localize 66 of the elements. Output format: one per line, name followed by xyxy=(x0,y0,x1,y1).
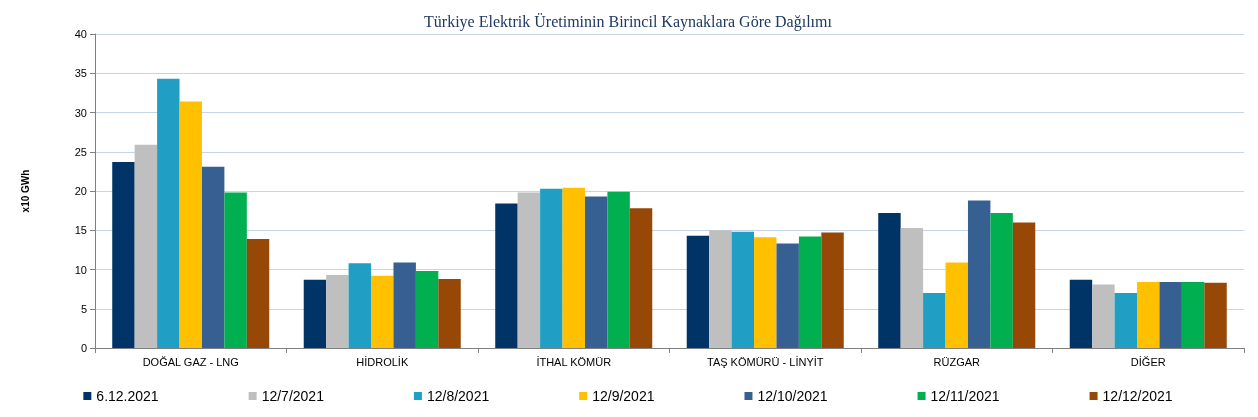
bar xyxy=(540,188,563,348)
x-tick-label: DOĞAL GAZ - LNG xyxy=(142,355,239,368)
bar xyxy=(112,161,135,348)
x-tick-label: İTHAL KÖMÜR xyxy=(536,355,612,368)
bar xyxy=(798,236,822,348)
bar xyxy=(326,275,349,348)
bar xyxy=(224,192,247,348)
bar xyxy=(1012,222,1036,348)
x-tick-label: RÜZGAR xyxy=(933,355,981,368)
y-tick-label: 35 xyxy=(74,67,87,80)
bar xyxy=(967,200,991,348)
x-tick-label: DİĞER xyxy=(1130,355,1166,368)
bar xyxy=(201,166,225,348)
y-tick-label: 30 xyxy=(74,106,87,119)
bar xyxy=(303,279,327,348)
y-tick-label: 25 xyxy=(74,145,87,158)
y-tick-label: 20 xyxy=(74,185,87,197)
bar xyxy=(134,144,158,348)
bar xyxy=(878,212,901,348)
legend-label: 6.12.2021 xyxy=(96,388,159,404)
x-tick-label: HİDROLİK xyxy=(356,355,409,368)
y-tick-label: 10 xyxy=(74,263,87,276)
bar xyxy=(1204,282,1227,348)
legend-label: 12/8/2021 xyxy=(426,388,490,404)
legend-label: 12/12/2021 xyxy=(1102,388,1173,404)
bar xyxy=(415,271,439,348)
y-tick-label: 0 xyxy=(80,342,87,354)
legend-label: 12/9/2021 xyxy=(592,388,655,404)
bar xyxy=(246,238,270,348)
bar xyxy=(776,243,799,348)
bar xyxy=(1092,284,1115,348)
bar xyxy=(562,187,585,348)
bar xyxy=(438,278,461,348)
bar xyxy=(348,263,372,348)
bar xyxy=(923,293,946,348)
bar xyxy=(517,192,541,348)
y-tick-label: 15 xyxy=(74,224,87,237)
bar xyxy=(584,196,608,348)
x-tick-label: TAŞ KÖMÜRÜ - LİNYİT xyxy=(706,355,824,368)
bar xyxy=(1159,282,1182,348)
bar xyxy=(900,227,924,348)
y-tick-label: 5 xyxy=(80,302,87,315)
bar xyxy=(821,232,844,348)
bar xyxy=(393,262,416,348)
bar xyxy=(1069,279,1093,348)
bar xyxy=(990,212,1013,348)
y-tick-label: 40 xyxy=(74,28,87,40)
bar xyxy=(1137,282,1160,348)
bar xyxy=(1181,282,1205,348)
bar xyxy=(629,208,653,348)
bar xyxy=(607,191,630,348)
bar xyxy=(686,235,710,348)
legend-label: 12/10/2021 xyxy=(757,388,828,404)
chart-title: Türkiye Elektrik Üretiminin Birincil Kaynaklara Göre Dağılımı xyxy=(424,12,833,31)
bar xyxy=(731,231,755,348)
bar xyxy=(157,78,180,348)
legend-label: 12/7/2021 xyxy=(261,388,325,404)
bar xyxy=(495,203,518,348)
bar xyxy=(371,275,394,348)
legend-label: 12/11/2021 xyxy=(930,388,1000,404)
bar xyxy=(179,101,202,348)
bar xyxy=(1114,293,1138,348)
bar xyxy=(754,237,777,348)
bar xyxy=(945,262,968,348)
bar xyxy=(709,230,732,348)
y-axis-title: x10 GWh xyxy=(19,169,31,213)
